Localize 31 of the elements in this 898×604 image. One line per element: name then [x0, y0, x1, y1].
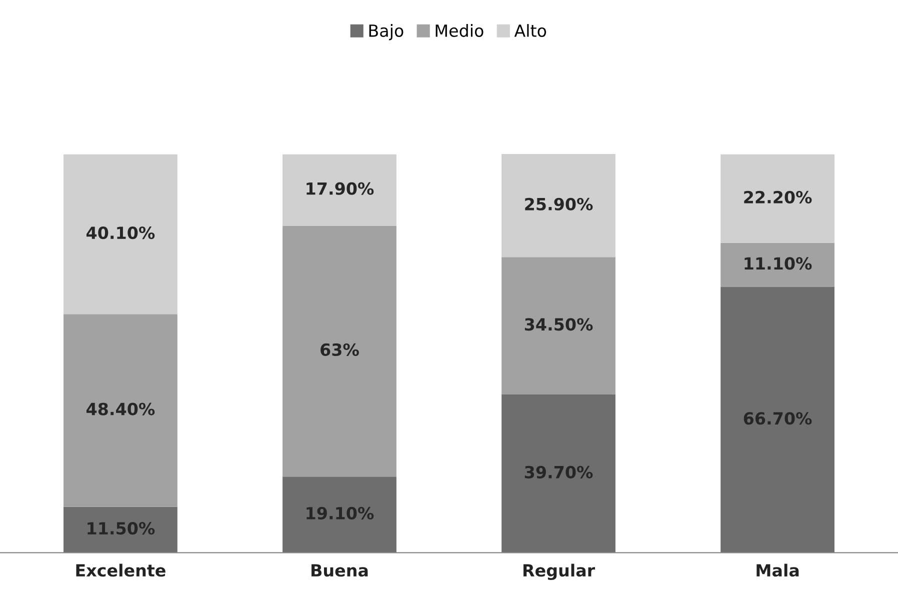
bar — [282, 226, 396, 477]
data-label: 25.90% — [525, 198, 593, 210]
data-label: 48.40% — [86, 402, 155, 416]
bar — [502, 394, 616, 553]
x-tick-label: Buena — [312, 564, 368, 577]
legend-label: Bajo — [369, 24, 404, 40]
x-tick-label: Regular — [523, 564, 596, 580]
bar — [720, 154, 834, 243]
data-label: 34.50% — [524, 318, 593, 331]
bar — [64, 314, 178, 507]
legend-label: Alto — [514, 24, 546, 37]
data-label: 39.70% — [524, 466, 593, 478]
data-label: 11.50% — [88, 522, 155, 535]
legend-label: Medio — [436, 24, 484, 37]
data-label: 11.10% — [744, 257, 812, 270]
bar — [64, 154, 178, 314]
data-label: 66.70% — [744, 412, 812, 425]
bar — [720, 287, 834, 553]
x-tick-label: Excelente — [76, 564, 166, 577]
bar — [282, 476, 396, 553]
data-label: 17.90% — [306, 182, 374, 195]
bar — [64, 506, 178, 553]
data-label: 40.10% — [86, 226, 155, 240]
x-tick-label: Mala — [756, 564, 799, 577]
bar — [720, 242, 834, 288]
bar — [502, 154, 616, 258]
data-label: 22.20% — [744, 190, 812, 204]
bar — [502, 257, 616, 395]
data-label: 63% — [320, 343, 359, 356]
data-label: 19.10% — [306, 506, 374, 520]
bar — [282, 154, 396, 226]
